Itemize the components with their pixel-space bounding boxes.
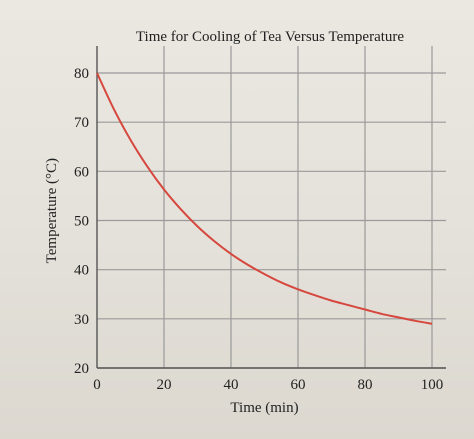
y-tick-label-20: 20 — [74, 361, 89, 377]
y-tick-label-70: 70 — [74, 115, 89, 131]
axis-layer — [96, 46, 446, 369]
x-axis-label: Time (min) — [230, 400, 298, 416]
y-tick-label-40: 40 — [74, 263, 89, 279]
x-tick-label-60: 60 — [291, 377, 306, 393]
series-line-0 — [96, 72, 433, 325]
y-tick-label-50: 50 — [74, 214, 89, 230]
grid-layer — [97, 46, 446, 369]
x-tick-label-20: 20 — [157, 377, 172, 393]
x-tick-label-40: 40 — [224, 377, 239, 393]
y-tick-label-30: 30 — [74, 312, 89, 328]
y-tick-label-60: 60 — [74, 164, 89, 180]
x-tick-label-80: 80 — [358, 377, 373, 393]
x-tick-label-0: 0 — [93, 377, 101, 393]
chart-title: Time for Cooling of Tea Versus Temperatu… — [136, 29, 404, 45]
y-tick-label-80: 80 — [74, 66, 89, 82]
series-layer — [96, 72, 433, 325]
y-axis-label: Temperature (°C) — [44, 158, 60, 263]
x-tick-label-100: 100 — [421, 377, 444, 393]
